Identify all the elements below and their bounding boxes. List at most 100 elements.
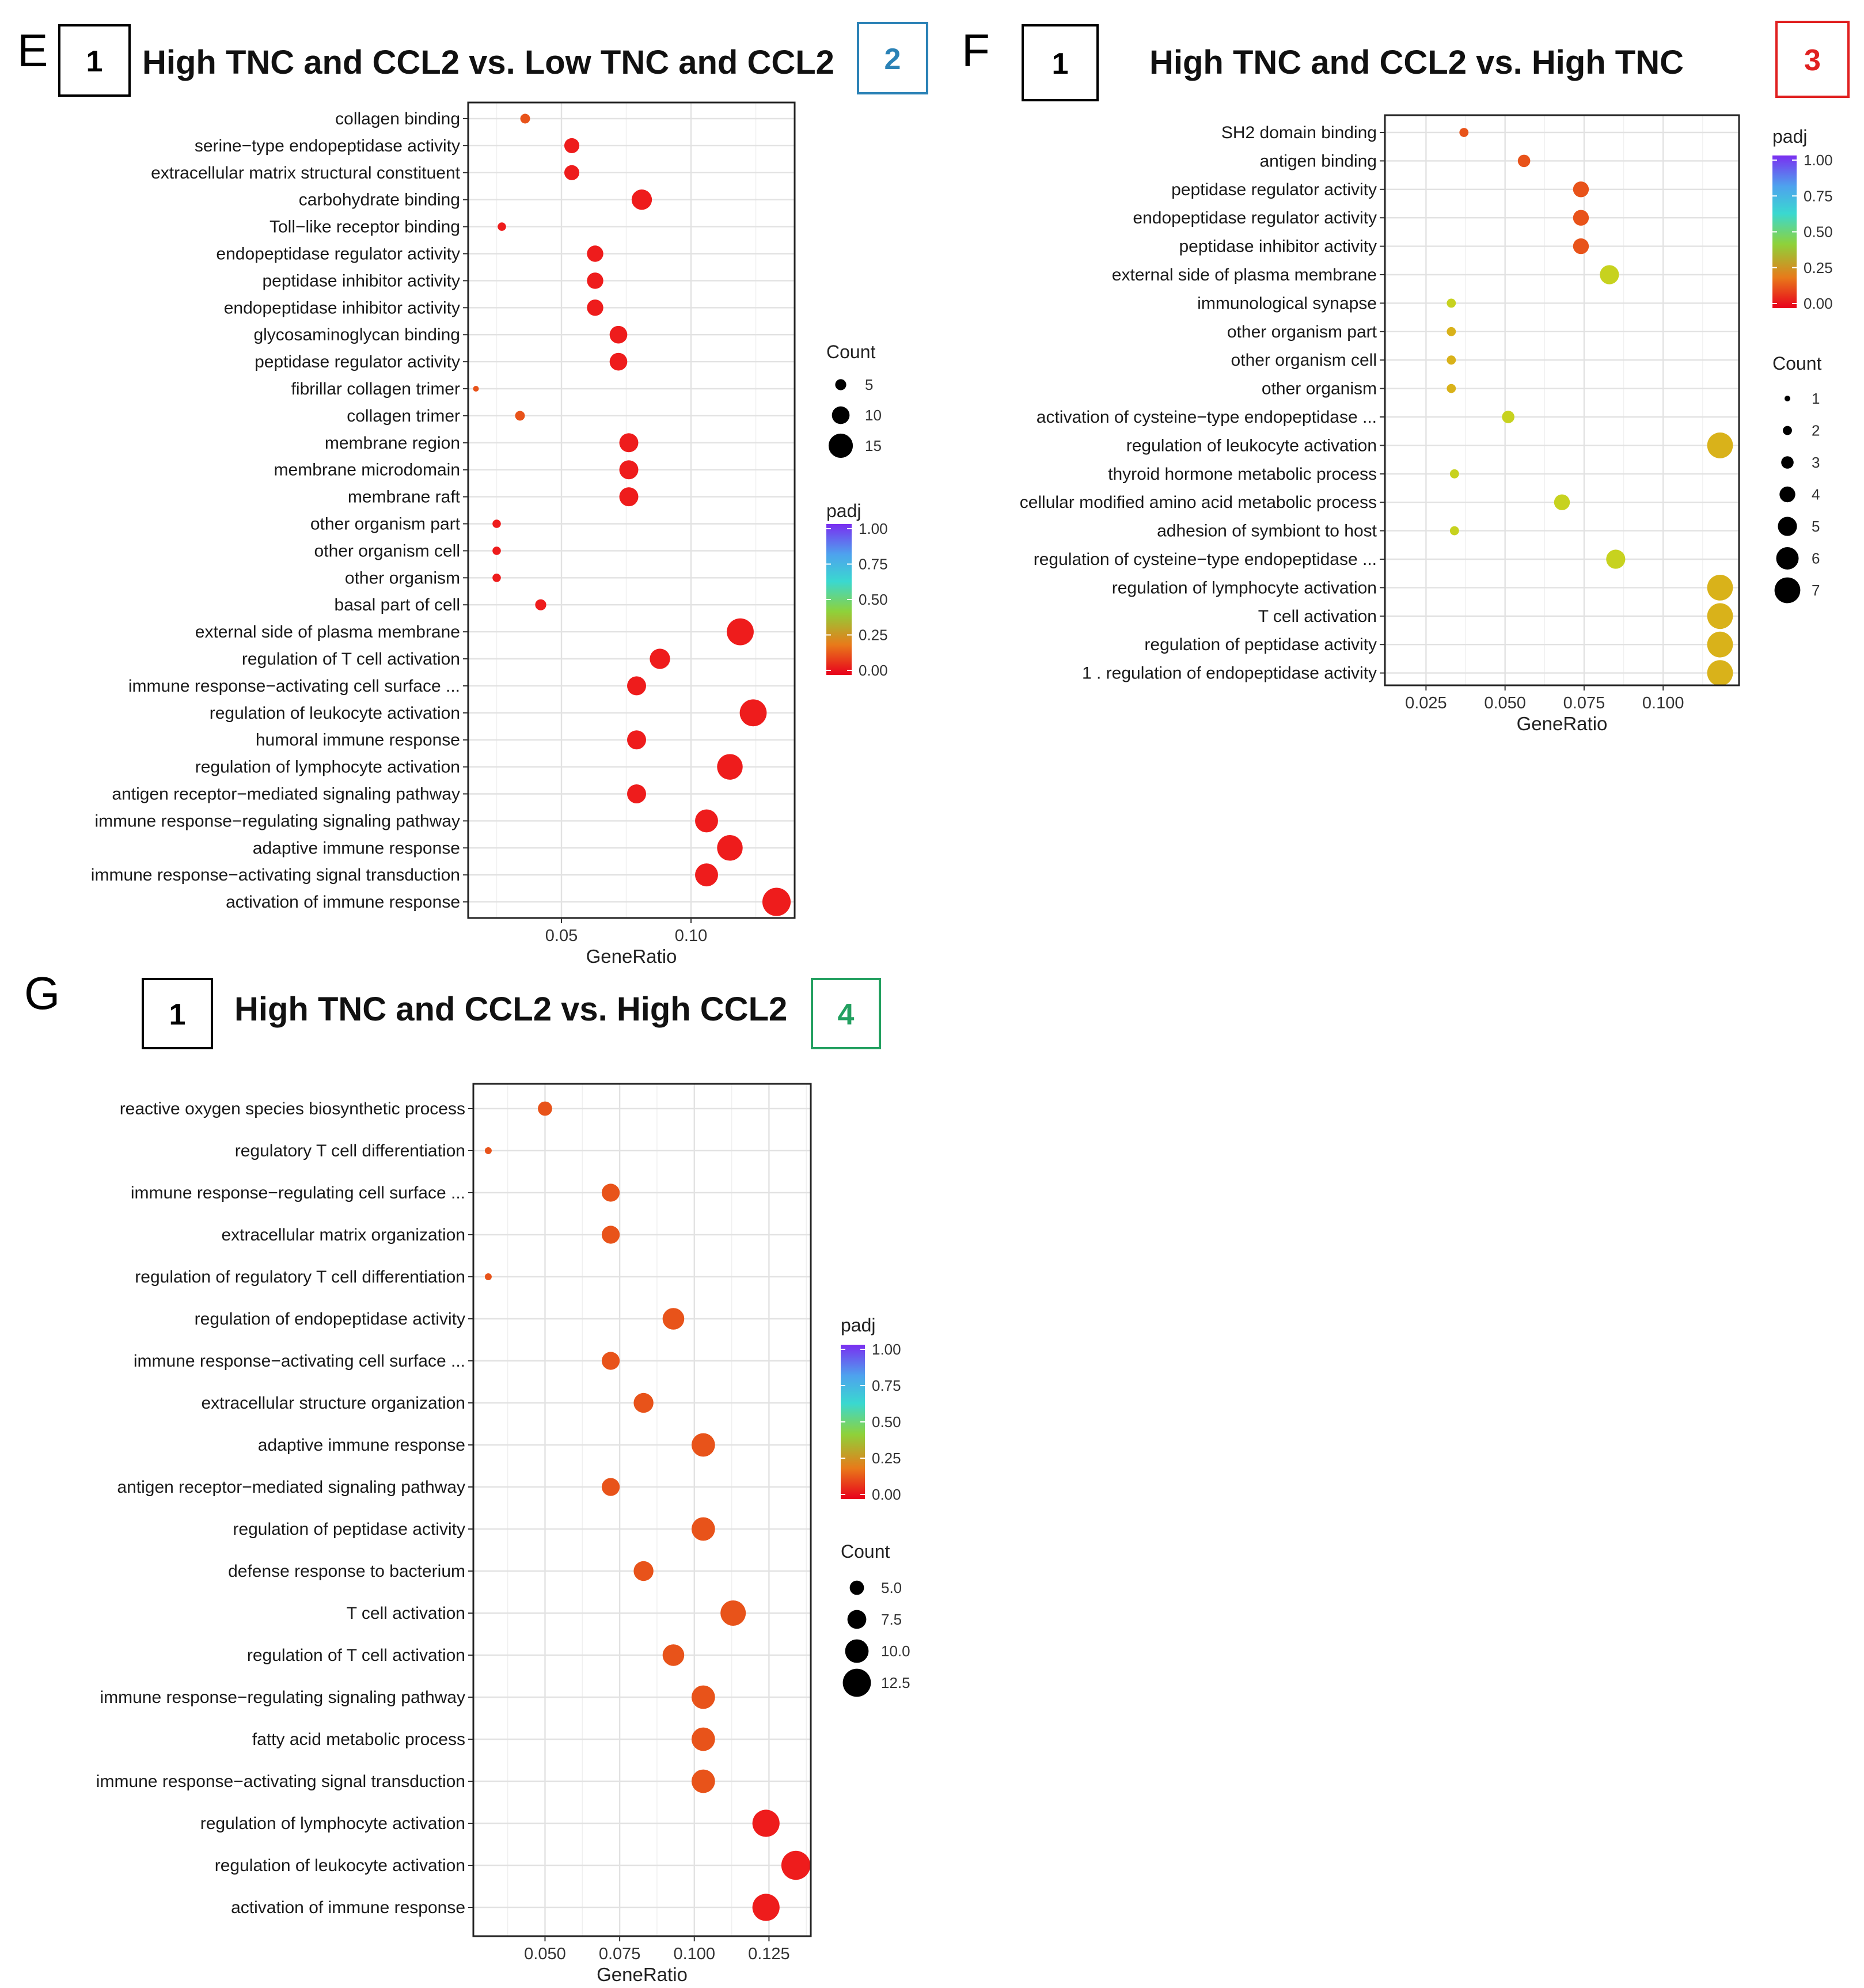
data-point bbox=[631, 189, 652, 210]
data-point bbox=[691, 1517, 715, 1541]
data-point bbox=[1600, 265, 1619, 284]
y-tick-label: regulation of leukocyte activation bbox=[210, 704, 460, 723]
count-legend-dot bbox=[849, 1580, 864, 1595]
padj-tick-label: 0.25 bbox=[1804, 259, 1833, 276]
y-tick-label: serine−type endopeptidase activity bbox=[195, 136, 460, 155]
y-tick-label: regulation of T cell activation bbox=[242, 650, 460, 669]
data-point bbox=[1459, 128, 1469, 137]
data-point bbox=[587, 272, 603, 289]
y-tick-label: regulation of lymphocyte activation bbox=[200, 1814, 465, 1833]
y-tick-label: adaptive immune response bbox=[253, 839, 460, 858]
y-tick-label: regulation of lymphocyte activation bbox=[195, 758, 460, 777]
data-point bbox=[492, 547, 501, 555]
number-box-right-label: 4 bbox=[838, 998, 855, 1031]
y-tick-label: external side of plasma membrane bbox=[195, 623, 460, 642]
count-legend-dot bbox=[1776, 547, 1799, 570]
y-tick-label: regulation of leukocyte activation bbox=[215, 1856, 465, 1875]
y-tick-label: other organism cell bbox=[314, 541, 460, 560]
y-tick-label: activation of immune response bbox=[231, 1898, 465, 1917]
y-tick-label: basal part of cell bbox=[335, 595, 460, 614]
y-tick-label: regulation of peptidase activity bbox=[233, 1520, 465, 1539]
y-tick-label: extracellular matrix organization bbox=[221, 1226, 465, 1245]
count-legend-label: 7.5 bbox=[881, 1611, 902, 1628]
count-legend-dot bbox=[1779, 486, 1795, 503]
x-tick-label: 0.125 bbox=[748, 1945, 790, 1963]
y-tick-label: endopeptidase inhibitor activity bbox=[224, 298, 460, 317]
data-point bbox=[691, 1769, 715, 1793]
count-legend-label: 4 bbox=[1812, 486, 1820, 503]
y-tick-label: peptidase regulator activity bbox=[1171, 180, 1377, 199]
y-tick-label: fatty acid metabolic process bbox=[252, 1730, 465, 1749]
y-tick-label: adaptive immune response bbox=[258, 1436, 465, 1455]
data-point bbox=[627, 730, 646, 750]
x-axis-title: GeneRatio bbox=[597, 1964, 688, 1985]
x-axis-title: GeneRatio bbox=[586, 946, 677, 967]
data-point bbox=[1573, 181, 1589, 198]
data-point bbox=[1447, 355, 1456, 365]
y-tick-label: Toll−like receptor binding bbox=[269, 218, 460, 237]
y-tick-label: peptidase regulator activity bbox=[255, 352, 460, 371]
data-point bbox=[498, 222, 506, 231]
y-tick-label: regulation of endopeptidase activity bbox=[195, 1310, 465, 1329]
y-tick-label: antigen receptor−mediated signaling path… bbox=[117, 1478, 465, 1497]
y-tick-label: cellular modified amino acid metabolic p… bbox=[1020, 493, 1377, 512]
y-tick-label: membrane raft bbox=[348, 488, 461, 507]
x-tick-label: 0.050 bbox=[1484, 694, 1526, 712]
data-point bbox=[515, 411, 525, 421]
data-point bbox=[1449, 469, 1459, 479]
x-tick-label: 0.075 bbox=[599, 1945, 641, 1963]
number-box-right bbox=[1775, 21, 1850, 98]
count-legend-dot bbox=[828, 433, 853, 458]
count-legend-label: 2 bbox=[1812, 422, 1820, 439]
count-legend-label: 5.0 bbox=[881, 1579, 902, 1596]
count-legend-title: Count bbox=[1772, 353, 1822, 374]
padj-legend: padj 1.00 0.75 0.50 0.25 0.00 bbox=[1772, 126, 1833, 312]
data-point bbox=[752, 1809, 780, 1837]
count-legend-dot bbox=[1774, 577, 1801, 604]
y-tick-label: immune response−activating signal transd… bbox=[96, 1772, 465, 1791]
padj-legend: padj 1.00 0.75 0.50 0.25 0.00 bbox=[841, 1315, 901, 1503]
count-legend-dot bbox=[832, 406, 850, 424]
y-tick-label: thyroid hormone metabolic process bbox=[1108, 465, 1377, 484]
data-point bbox=[691, 1727, 715, 1751]
data-point bbox=[627, 676, 646, 696]
data-point bbox=[564, 138, 580, 153]
padj-tick-label: 0.00 bbox=[1804, 295, 1833, 312]
y-tick-label: defense response to bacterium bbox=[228, 1562, 465, 1581]
data-point bbox=[781, 1850, 811, 1880]
data-point bbox=[1554, 494, 1570, 510]
count-legend-label: 5 bbox=[1812, 518, 1820, 535]
data-point bbox=[691, 1685, 715, 1709]
data-point bbox=[1502, 411, 1514, 423]
data-point bbox=[619, 433, 639, 453]
y-tick-label: regulation of lymphocyte activation bbox=[1112, 578, 1377, 597]
number-box-right bbox=[811, 978, 881, 1049]
count-legend-dot bbox=[847, 1610, 867, 1629]
data-point bbox=[650, 648, 670, 669]
number-box-left-label: 1 bbox=[86, 45, 103, 78]
x-tick-label: 0.100 bbox=[1642, 694, 1684, 712]
data-point bbox=[538, 1101, 552, 1116]
data-point bbox=[520, 113, 530, 124]
padj-tick-label: 0.75 bbox=[1804, 187, 1833, 204]
chart-title: High TNC and CCL2 vs. Low TNC and CCL2 bbox=[142, 44, 834, 81]
data-point bbox=[1707, 660, 1733, 686]
count-legend-dot bbox=[1778, 517, 1797, 536]
y-tick-label: reactive oxygen species biosynthetic pro… bbox=[120, 1099, 465, 1118]
y-tick-label: carbohydrate binding bbox=[299, 191, 460, 210]
data-point bbox=[601, 1226, 620, 1244]
count-legend-label: 1 bbox=[1812, 390, 1820, 407]
count-legend-label: 5 bbox=[865, 376, 873, 393]
data-point bbox=[695, 863, 718, 887]
count-legend-dot bbox=[845, 1639, 869, 1663]
y-tick-label: other organism bbox=[1262, 380, 1377, 399]
y-tick-label: endopeptidase regulator activity bbox=[216, 245, 460, 264]
data-point bbox=[609, 352, 628, 371]
data-point bbox=[1573, 210, 1589, 226]
data-point bbox=[587, 299, 603, 316]
y-tick-label: other organism cell bbox=[1231, 351, 1377, 370]
y-tick-label: 1 . regulation of endopeptidase activity bbox=[1082, 664, 1377, 683]
y-tick-label: collagen trimer bbox=[347, 407, 460, 426]
